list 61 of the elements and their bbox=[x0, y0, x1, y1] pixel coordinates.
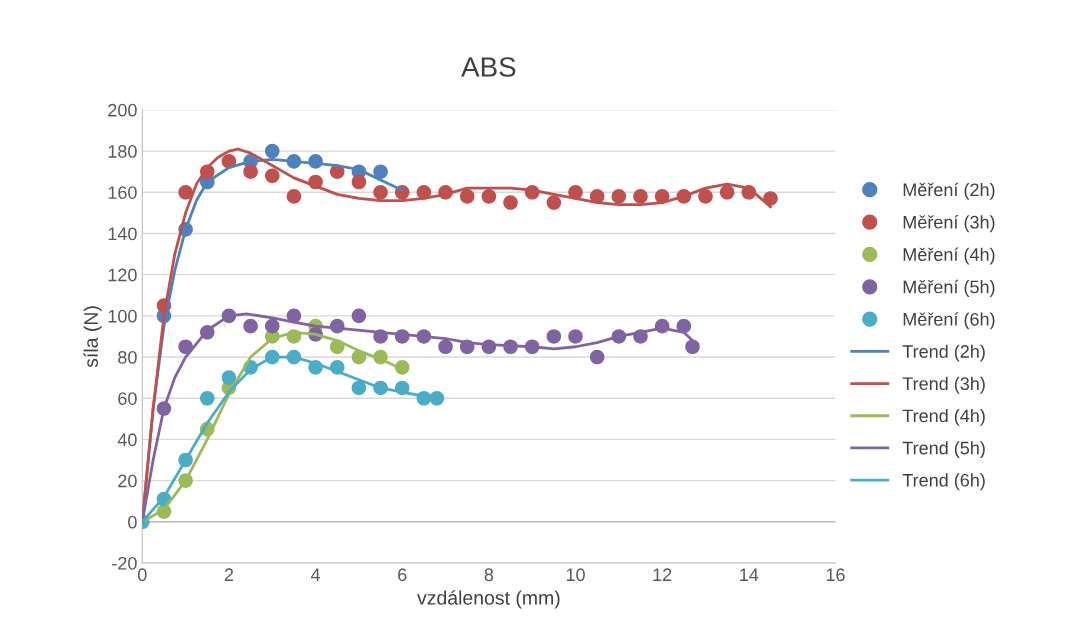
y-tick-label: 20 bbox=[118, 474, 137, 488]
point bbox=[589, 349, 605, 365]
x-tick-label: 2 bbox=[224, 568, 234, 581]
point bbox=[611, 189, 627, 204]
point bbox=[698, 189, 713, 204]
y-tick-label: 140 bbox=[108, 227, 137, 241]
x-tick-label: 8 bbox=[484, 568, 494, 582]
point bbox=[568, 329, 583, 344]
x-tick-label: 14 bbox=[740, 568, 759, 581]
y-axis-title: síla (N) bbox=[83, 306, 102, 368]
x-axis-title: vzdálenost (mm) bbox=[417, 590, 560, 609]
point bbox=[373, 185, 388, 200]
y-tick-label: -20 bbox=[112, 556, 137, 570]
point bbox=[351, 308, 367, 324]
y-tick-label: 60 bbox=[118, 392, 137, 405]
point bbox=[243, 164, 258, 179]
point bbox=[633, 189, 648, 204]
legend-label: Měření (3h) bbox=[903, 215, 995, 233]
point bbox=[264, 318, 280, 334]
y-tick-label: 100 bbox=[108, 309, 137, 323]
legend-label: Trend (5h) bbox=[902, 441, 985, 458]
x-tick-label: 16 bbox=[826, 568, 845, 582]
y-tick-label: 0 bbox=[128, 515, 137, 529]
y-tick-label: 180 bbox=[108, 145, 137, 158]
point bbox=[264, 168, 280, 184]
point bbox=[221, 370, 237, 385]
point bbox=[719, 185, 735, 200]
x-tick-label: 0 bbox=[137, 568, 147, 582]
point bbox=[546, 329, 562, 344]
y-tick-label: 160 bbox=[108, 186, 137, 199]
legend-label: Měření (6h) bbox=[903, 312, 995, 330]
legend-label: Trend (4h) bbox=[902, 408, 985, 426]
x-tick-label: 10 bbox=[566, 568, 585, 582]
point bbox=[438, 339, 453, 355]
point bbox=[200, 390, 215, 406]
x-tick-label: 4 bbox=[310, 568, 321, 581]
point bbox=[481, 189, 497, 204]
point bbox=[243, 318, 258, 334]
point bbox=[351, 174, 367, 190]
y-tick-label: 120 bbox=[108, 268, 137, 282]
point bbox=[373, 164, 388, 179]
point bbox=[685, 339, 700, 355]
x-tick-label: 6 bbox=[398, 568, 407, 582]
legend-label: Měření (5h) bbox=[903, 279, 995, 297]
point bbox=[459, 189, 475, 204]
legend-label: Trend (6h) bbox=[902, 473, 985, 491]
x-tick-label: 12 bbox=[653, 568, 672, 581]
y-tick-label: 40 bbox=[117, 433, 137, 447]
y-tick-label: 80 bbox=[118, 350, 137, 364]
chart-title: ABS bbox=[461, 57, 516, 77]
point bbox=[264, 143, 280, 159]
point bbox=[546, 195, 562, 210]
point bbox=[178, 185, 193, 200]
legend-label: Trend (2h) bbox=[902, 344, 985, 362]
legend-label: Měření (2h) bbox=[903, 182, 995, 200]
point bbox=[286, 189, 302, 204]
point bbox=[351, 380, 367, 396]
point bbox=[503, 195, 518, 210]
y-tick-label: 200 bbox=[108, 103, 137, 117]
legend-label: Měření (4h) bbox=[903, 247, 995, 265]
legend-label: Trend (3h) bbox=[902, 376, 985, 394]
